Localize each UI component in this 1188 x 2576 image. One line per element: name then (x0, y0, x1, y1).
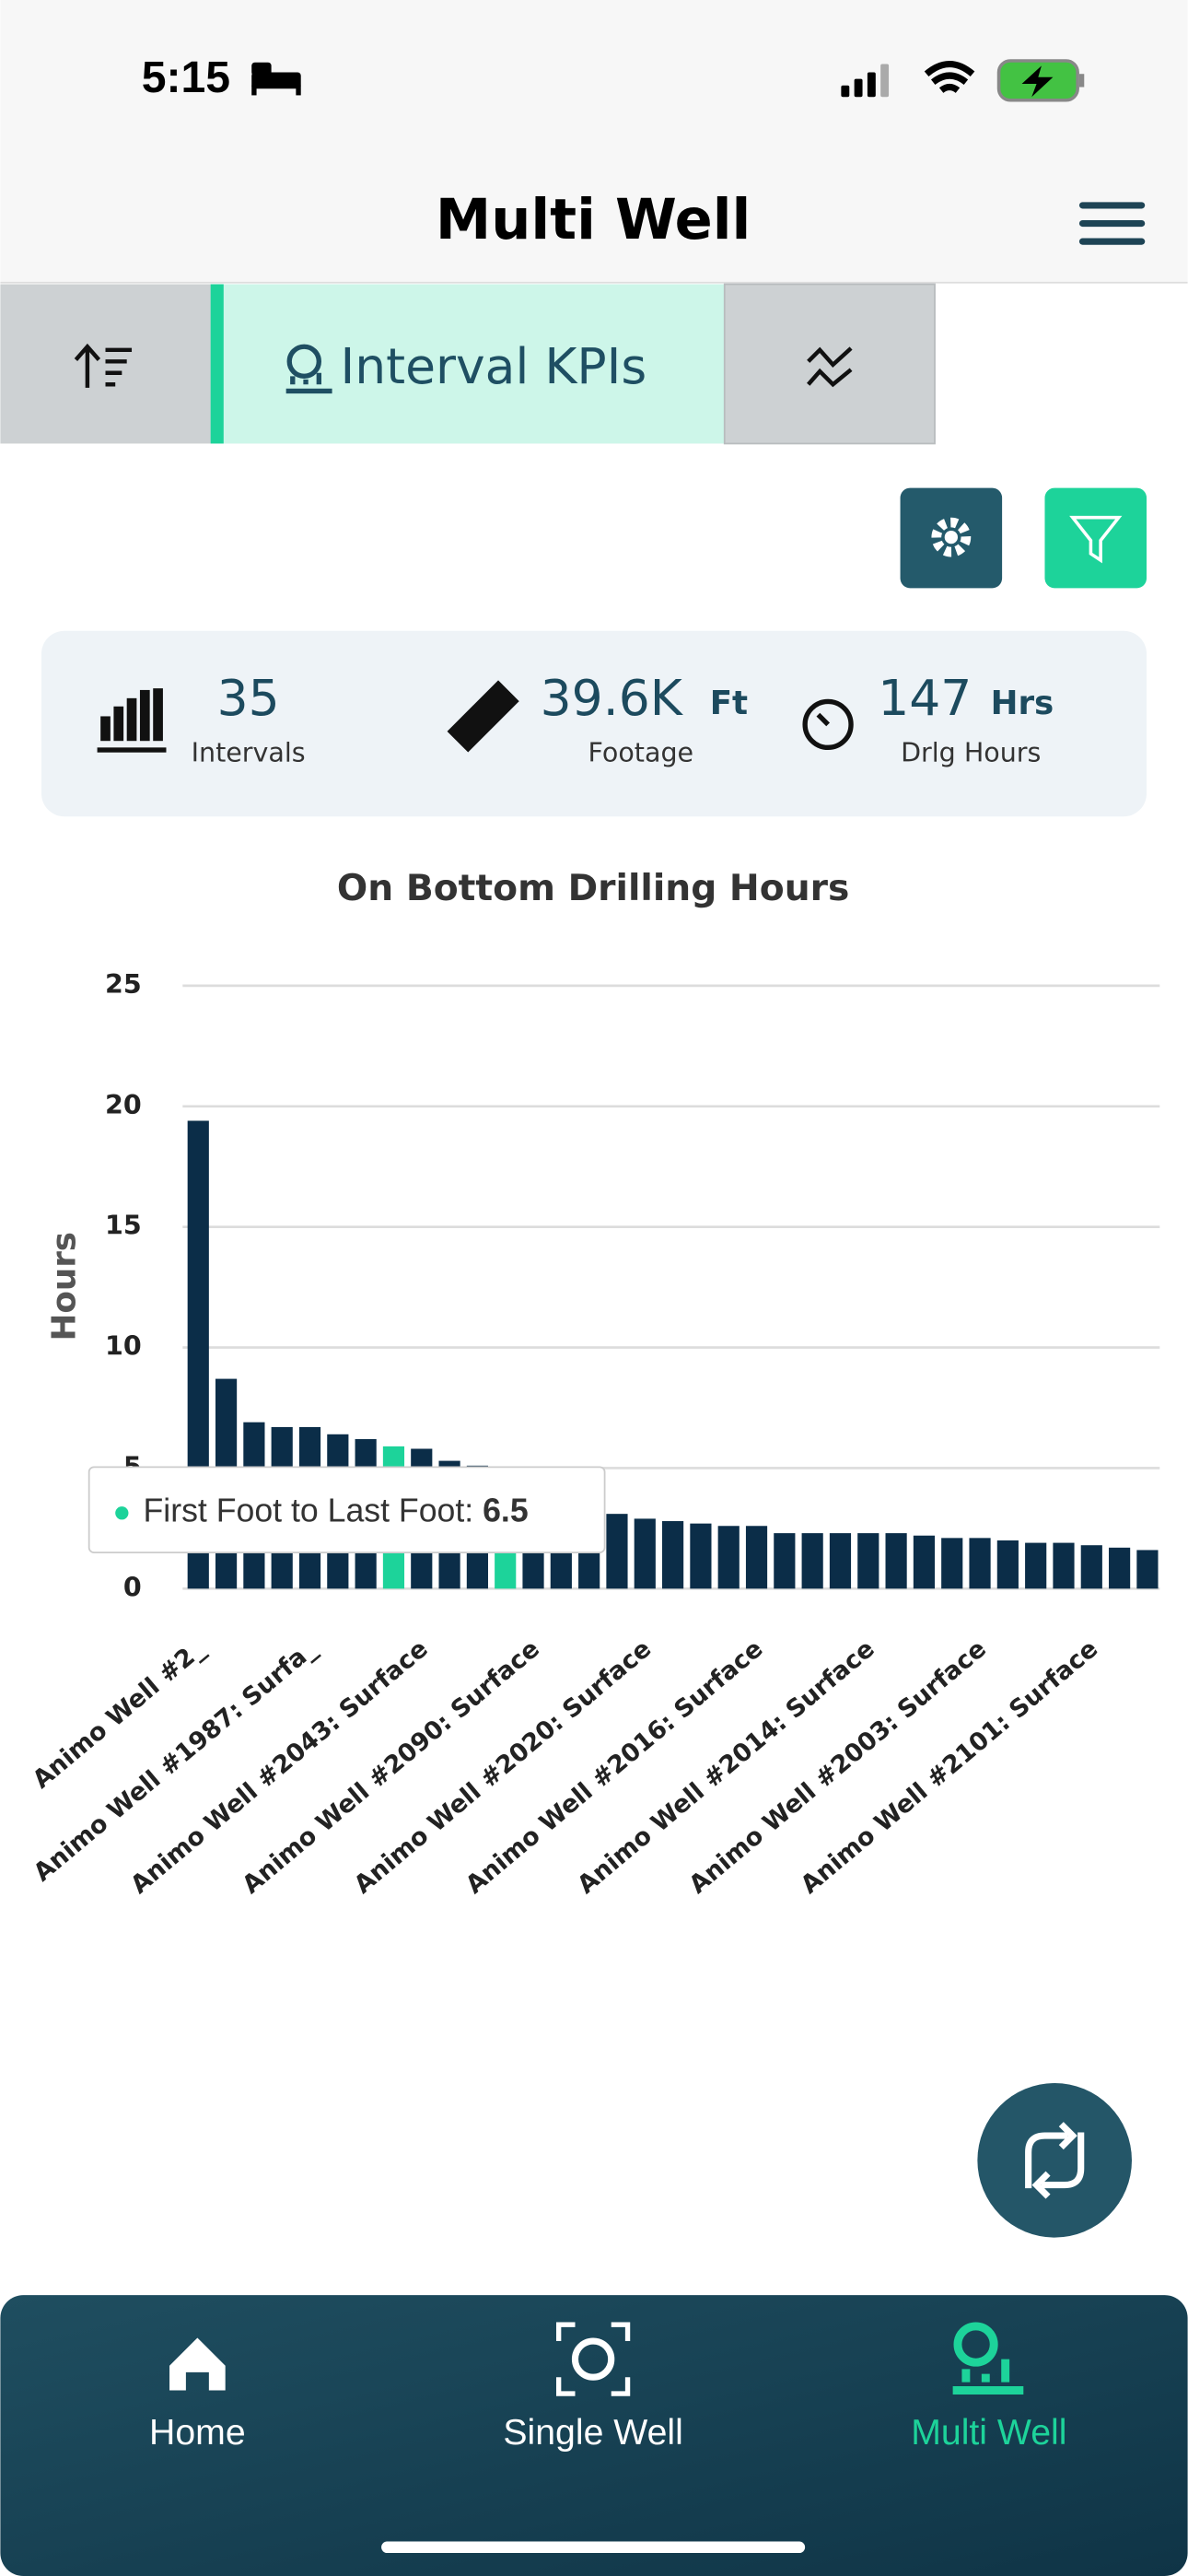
bar (1136, 1550, 1159, 1589)
bar (1109, 1547, 1131, 1589)
bar (913, 1535, 936, 1589)
bar (662, 1521, 684, 1589)
bar (857, 1533, 879, 1589)
bar (969, 1538, 991, 1589)
tooltip-label: First Foot to Last Foot: (144, 1493, 474, 1529)
bar (801, 1533, 823, 1589)
bed-icon (251, 62, 301, 96)
single-well-tab[interactable]: Single Well (503, 2322, 683, 2453)
kpi-card (41, 630, 1147, 817)
nav-label: Single Well (503, 2412, 682, 2453)
bar (1025, 1542, 1047, 1589)
trend-tab[interactable] (723, 283, 936, 445)
bar (717, 1526, 740, 1589)
bar (606, 1514, 628, 1589)
clock-icon (802, 698, 854, 751)
battery-icon (996, 59, 1085, 102)
nav-label: Home (149, 2412, 246, 2453)
bar (941, 1538, 963, 1589)
kpi-unit: Hrs (991, 685, 1054, 722)
y-axis-label: Hours (46, 1232, 84, 1341)
bar (745, 1526, 768, 1589)
signal-icon (841, 64, 890, 98)
home-indicator (381, 2541, 806, 2554)
y-tick-label: 25 (105, 969, 142, 1000)
intervals-icon (97, 688, 167, 753)
chart-title: On Bottom Drilling Hours (337, 868, 849, 909)
status-time: 5:15 (142, 53, 230, 102)
menu-button[interactable] (1078, 202, 1146, 245)
ruler-icon (447, 680, 519, 753)
settings-button[interactable] (900, 487, 1003, 589)
interval-kpis-tab[interactable]: Interval KPIs (223, 284, 725, 444)
kpi-unit: Ft (710, 685, 748, 722)
bar (996, 1540, 1019, 1589)
swap-button[interactable] (977, 2083, 1132, 2238)
bar (829, 1533, 852, 1589)
y-tick-label: 0 (123, 1572, 142, 1602)
bar (1053, 1542, 1075, 1589)
kpi-value: 35 (217, 669, 280, 727)
top-bar (0, 0, 1188, 283)
kpi-label: Intervals (192, 737, 306, 767)
y-tick-label: 10 (105, 1331, 142, 1362)
tooltip-value: 6.5 (483, 1493, 529, 1529)
bar (690, 1523, 712, 1589)
multi-well-tab[interactable]: Multi Well (911, 2322, 1066, 2453)
bottom-nav (0, 2295, 1188, 2576)
kpi-label: Drlg Hours (901, 737, 1041, 767)
bar (634, 1518, 656, 1589)
y-tick-label: 15 (105, 1211, 142, 1241)
svg-text:First Foot to Last Foot: 6.5: First Foot to Last Foot: 6.5 (144, 1493, 529, 1529)
kpi-value: 39.6K (541, 669, 684, 727)
nav-label: Multi Well (911, 2412, 1066, 2453)
filter-button[interactable] (1044, 487, 1147, 589)
kpi-value: 147 (878, 669, 972, 727)
wifi-icon (924, 60, 975, 93)
y-tick-label: 20 (105, 1090, 142, 1120)
tab-label: Interval KPIs (341, 337, 647, 395)
active-indicator (210, 284, 224, 444)
bar (885, 1533, 907, 1589)
home-tab[interactable]: Home (149, 2337, 246, 2453)
sort-tab[interactable] (0, 284, 211, 444)
bar (1080, 1545, 1102, 1589)
page-title: Multi Well (436, 188, 751, 252)
tooltip: First Foot to Last Foot: 6.5 (87, 1466, 606, 1553)
kpi-label: Footage (588, 737, 694, 767)
bar (774, 1533, 796, 1589)
